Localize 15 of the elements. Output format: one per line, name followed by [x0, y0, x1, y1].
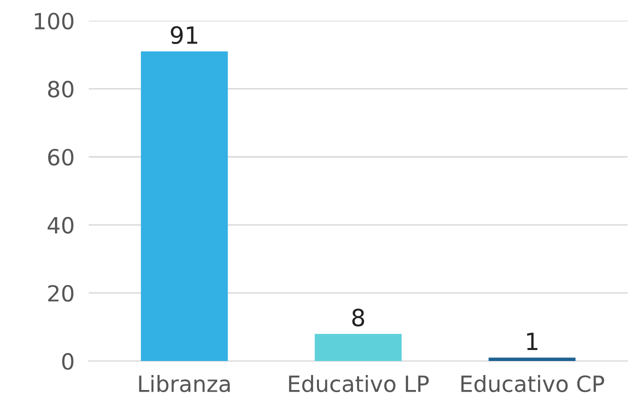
data-label: 1: [527, 332, 538, 350]
bar: [140, 51, 228, 362]
data-label: 8: [352, 308, 364, 326]
y-tick-label: 100: [34, 12, 74, 30]
x-tick-label: Educativo LP: [289, 374, 429, 392]
y-tick-label: 60: [48, 148, 74, 166]
y-tick-label: 40: [48, 216, 74, 234]
y-tick-label: 20: [48, 284, 74, 302]
bar: [314, 334, 402, 362]
x-tick-label: Educativo CP: [461, 374, 604, 392]
y-tick-label: 80: [48, 80, 74, 98]
data-label: 91: [170, 26, 198, 44]
y-tick-label: 0: [62, 353, 74, 370]
x-tick-label: Libranza: [139, 374, 230, 392]
bar: [488, 358, 576, 362]
